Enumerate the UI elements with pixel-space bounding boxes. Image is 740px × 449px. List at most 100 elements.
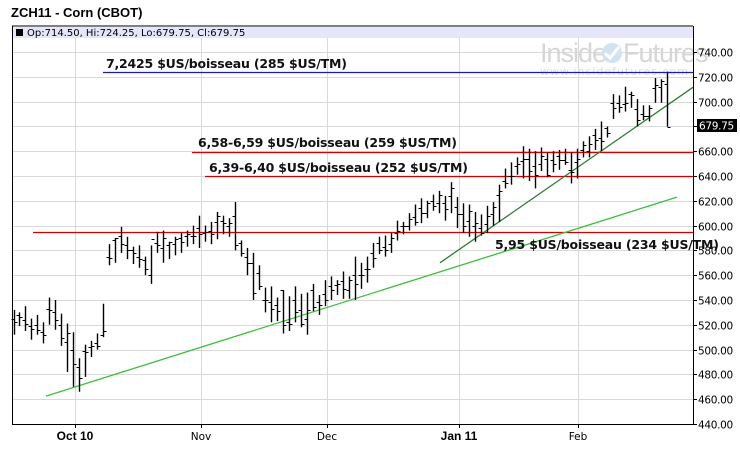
ohlc-bar [100,303,107,338]
price-level-label: 7,2425 $US/boisseau (285 $US/TM) [106,56,347,71]
ohlc-bars [11,71,671,392]
y-axis-ticks: 440.00 460.00 480.00 500.00 520.00 540.00 560.… [693,48,733,432]
ohlc-readout: Op:714.50, Hi:724.25, Lo:679.75, Cl:679.… [27,28,245,39]
ohlc-bar [598,121,605,152]
ohlc-bar [364,256,371,283]
ohlc-bar [556,149,563,170]
watermark-url: www.insidefutures.com [540,65,689,78]
ohlc-bar [184,230,191,247]
ohlc-bar [538,147,545,172]
ohlc-bar [550,151,557,173]
ohlc-bar [88,340,95,358]
ohlc-bar [664,71,671,128]
ohlc-bar [148,239,155,284]
ohlc-bar [316,295,323,315]
ohlc-bar [412,204,419,226]
ohlc-bar [142,256,149,276]
ohlc-bar [238,240,245,257]
y-tick-label: 720.00 [698,73,733,85]
ohlc-bar [634,99,641,127]
y-tick-label: 560.00 [698,271,733,283]
x-axis-ticks: Oct 10 Nov Dec Jan 11 Feb [57,424,588,443]
ohlc-bar [406,213,413,231]
ohlc-bar [262,287,269,313]
ohlc-bar [166,241,173,260]
last-price-badge [697,119,737,132]
ohlc-bar [586,136,593,158]
grid-lines [12,38,693,424]
watermark-check-mark [603,46,621,61]
ohlc-bar [64,323,71,372]
x-tick-label: Oct 10 [57,429,94,443]
ohlc-bar [40,322,47,344]
chart-title: ZCH11 - Corn (CBOT) [11,5,143,20]
y-tick-label: 600.00 [698,222,733,234]
y-tick-label: 440.00 [698,420,733,432]
ohlc-bar [172,236,179,256]
ohlc-bar [430,194,437,211]
ohlc-bar [220,215,227,235]
x-tick-label: Dec [317,431,338,443]
x-tick-label: Jan 11 [441,429,478,443]
ohlc-bar [58,313,65,346]
ohlc-bar [514,157,521,175]
ohlc-bar [70,332,77,387]
x-tick-label: Nov [191,431,212,443]
ohlc-bar [478,214,485,236]
ohlc-bar [532,151,539,189]
ohlc-bar [202,225,209,242]
price-level-label: 6,58-6,59 $US/boisseau (259 $US/TM) [198,135,457,150]
ohlc-bar [520,146,527,179]
ohlc-bar [604,126,611,138]
y-tick-label: 500.00 [698,346,733,358]
ohlc-bar [52,300,59,330]
ohlc-bar [460,203,467,234]
ohlc-bar [322,280,329,307]
ohlc-bar [388,233,395,253]
ohlc-bar [568,152,575,184]
ohlc-bar [136,245,143,268]
ohlc-bar [310,283,317,312]
ohlc-bar [196,215,203,248]
ohlc-bar [118,226,125,253]
ohlc-bar [178,233,185,253]
ohlc-bar [16,312,23,327]
ohlc-bar [442,195,449,221]
ohlc-bar [454,197,461,229]
ohlc-bar [208,221,215,245]
ohlc-bar [652,78,659,103]
ohlc-bar [46,297,53,325]
ohlc-bar [574,148,581,179]
trend-line [45,196,678,397]
y-tick-label: 700.00 [698,98,733,110]
ohlc-bar [448,182,455,214]
ohlc-bar [418,198,425,224]
ohlc-bar [544,152,551,178]
ohlc-bar [436,190,443,214]
ohlc-bar [658,79,665,103]
ohlc-bar [394,220,401,241]
y-tick-label: 540.00 [698,296,733,308]
ohlc-bar [340,271,347,299]
ohlc-bar [244,247,251,276]
ohlc-bar [466,204,473,237]
ohlc-bar [232,202,239,251]
ohlc-bar [280,290,287,334]
ohlc-bar [292,286,299,323]
watermark-inside: Inside [540,38,606,68]
ohlc-bar [376,236,383,255]
ohlc-bar [106,244,113,266]
ohlc-bar [508,162,515,185]
ohlc-bar [214,211,221,240]
y-tick-label: 640.00 [698,172,733,184]
ohlc-bar [94,333,101,350]
ohlc-bar [124,236,131,260]
ohlc-bar [34,314,41,335]
ohlc-bar [502,168,509,189]
ohlc-bar [526,148,533,181]
y-tick-label: 520.00 [698,321,733,333]
legend-square-icon [16,29,23,36]
price-level-label: 5,95 $US/boisseau (234 $US/TM) [495,237,719,252]
ohlc-bar [424,200,431,219]
